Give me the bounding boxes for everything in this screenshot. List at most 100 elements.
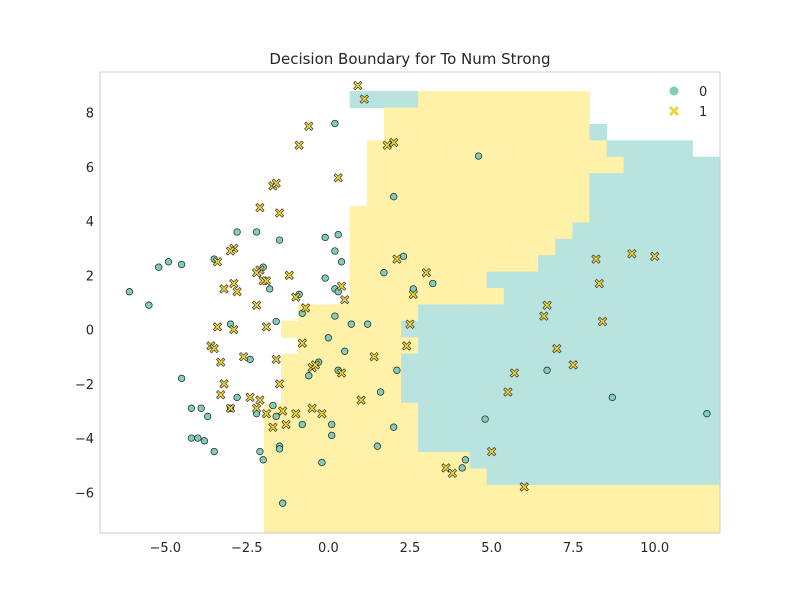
region-cell-class-0 <box>658 386 676 404</box>
class-0-point <box>318 458 326 467</box>
class-0-point <box>328 420 336 429</box>
region-cell-class-0 <box>675 222 693 240</box>
region-cell-class-1 <box>366 452 385 470</box>
legend-marker-0 <box>669 86 679 96</box>
region-cell-class-0 <box>452 402 471 420</box>
region-cell-class-1 <box>640 484 659 502</box>
region-cell-class-1 <box>469 140 488 158</box>
region-cell-class-0 <box>520 419 539 437</box>
y-tick-label: 0 <box>86 324 94 339</box>
class-1-point <box>261 409 272 419</box>
region-cell-class-0 <box>640 320 659 338</box>
region-cell-class-0 <box>640 173 659 191</box>
region-cell-class-1 <box>452 287 471 305</box>
region-cell-class-0 <box>572 419 591 437</box>
region-cell-class-0 <box>435 386 454 404</box>
class-1-point <box>284 270 294 281</box>
region-cell-class-1 <box>503 517 522 534</box>
region-cell-class-1 <box>435 287 454 305</box>
x-tick-label: 5.0 <box>481 541 502 556</box>
region-cell-class-1 <box>349 353 368 371</box>
class-1-point <box>245 392 255 403</box>
region-cell-class-0 <box>555 271 573 289</box>
region-cell-class-0 <box>589 435 608 453</box>
region-cell-class-0 <box>538 337 556 355</box>
region-cell-class-1 <box>452 189 471 207</box>
region-cell-class-0 <box>623 222 642 240</box>
class-0-point <box>279 499 287 507</box>
class-0-point <box>393 366 401 374</box>
region-cell-class-1 <box>315 337 334 355</box>
region-cell-class-1 <box>298 304 316 322</box>
region-cell-class-0 <box>623 353 642 371</box>
region-cell-class-0 <box>709 468 721 486</box>
region-cell-class-0 <box>623 402 642 420</box>
region-cell-class-1 <box>503 238 522 256</box>
region-cell-class-1 <box>366 287 385 305</box>
region-cell-class-1 <box>418 123 436 141</box>
class-1-point <box>650 251 660 262</box>
region-cell-class-0 <box>692 337 710 355</box>
region-cell-class-1 <box>452 91 471 109</box>
region-cell-class-0 <box>503 402 522 420</box>
region-cell-class-1 <box>383 370 402 388</box>
region-cell-class-1 <box>401 402 419 420</box>
region-cell-class-0 <box>435 435 454 453</box>
region-cell-class-1 <box>366 173 385 191</box>
region-cell-class-0 <box>640 271 659 289</box>
region-cell-class-0 <box>469 320 488 338</box>
region-cell-class-1 <box>401 107 419 125</box>
region-cell-class-0 <box>435 320 454 338</box>
legend-label-0: 0 <box>699 85 707 100</box>
region-cell-class-1 <box>281 353 299 371</box>
region-cell-class-1 <box>486 287 505 305</box>
region-cell-class-0 <box>640 452 659 470</box>
class-1-point <box>359 94 369 104</box>
region-cell-class-0 <box>469 370 488 388</box>
region-cell-class-0 <box>589 238 608 256</box>
region-cell-class-0 <box>623 173 642 191</box>
region-cell-class-1 <box>332 386 351 404</box>
region-cell-class-1 <box>555 484 573 502</box>
region-cell-class-0 <box>418 370 436 388</box>
class-1-point <box>291 292 301 302</box>
class-1-point <box>268 422 278 432</box>
region-cell-class-1 <box>572 140 591 158</box>
region-cell-class-0 <box>538 320 556 338</box>
region-cell-class-1 <box>486 205 505 223</box>
region-cell-class-0 <box>709 370 721 388</box>
region-cell-class-0 <box>675 287 693 305</box>
class-1-point <box>402 341 412 351</box>
region-cell-class-0 <box>538 452 556 470</box>
region-cell-class-1 <box>555 140 573 158</box>
class-1-point <box>225 246 236 256</box>
class-0-point <box>337 258 346 266</box>
region-cell-class-1 <box>332 501 351 519</box>
class-1-point <box>336 281 347 291</box>
region-cell-class-0 <box>486 435 505 453</box>
region-cell-class-0 <box>486 320 505 338</box>
region-cell-class-1 <box>366 255 385 273</box>
region-cell-class-0 <box>538 370 556 388</box>
class-0-point <box>334 231 342 239</box>
region-cell-class-0 <box>606 419 625 437</box>
region-cell-class-1 <box>520 140 539 158</box>
region-cell-class-0 <box>589 287 608 305</box>
region-cell-class-0 <box>589 353 608 371</box>
region-cell-class-1 <box>709 501 721 519</box>
region-cell-class-1 <box>298 386 316 404</box>
region-cell-class-0 <box>520 337 539 355</box>
class-0-point <box>703 410 711 418</box>
class-1-point <box>212 257 223 267</box>
region-cell-class-1 <box>623 501 642 519</box>
region-cell-class-0 <box>640 238 659 256</box>
region-cell-class-0 <box>435 402 454 420</box>
region-cell-class-1 <box>298 517 316 534</box>
region-cell-class-1 <box>383 238 402 256</box>
region-cell-class-1 <box>469 271 488 289</box>
region-cell-class-1 <box>452 222 471 240</box>
class-0-point <box>543 366 551 374</box>
region-cell-class-1 <box>606 156 625 174</box>
region-cell-class-0 <box>383 91 402 109</box>
class-0-point <box>252 228 261 236</box>
